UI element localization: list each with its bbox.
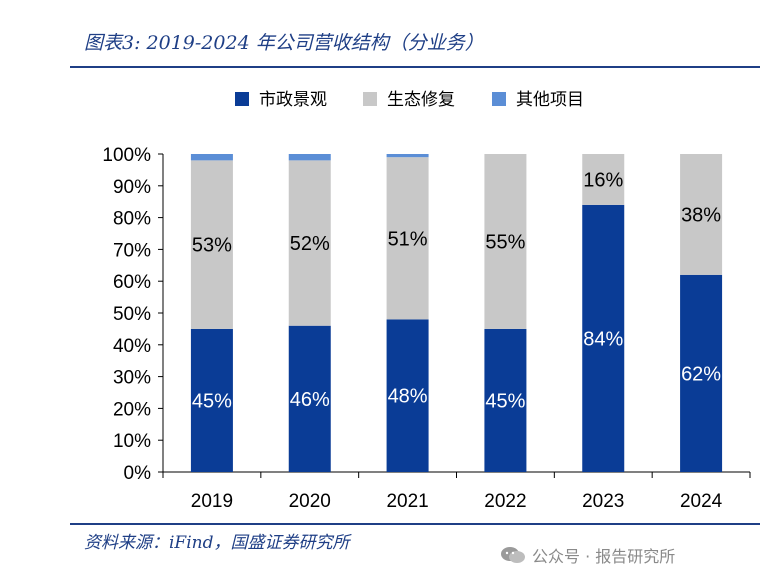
y-tick-label: 0% xyxy=(124,463,152,484)
bar-2020-series-3 xyxy=(288,154,331,161)
bar-2024-series-2 xyxy=(680,154,723,275)
y-tick-label: 90% xyxy=(113,177,151,198)
legend-label-3: 其他项目 xyxy=(516,90,584,110)
x-tick-label: 2022 xyxy=(484,491,526,512)
bar-2024-series-1 xyxy=(680,274,723,472)
bar-2021-series-2 xyxy=(386,157,429,320)
data-label-2022-series-2: 55% xyxy=(485,231,525,253)
data-label-2023-series-2: 16% xyxy=(583,169,623,191)
data-label-2020-series-1: 46% xyxy=(290,389,330,411)
bar-2021-series-1 xyxy=(386,319,429,472)
data-label-2024-series-2: 38% xyxy=(681,204,721,226)
bar-2019-series-3 xyxy=(190,154,233,161)
bar-2021-series-3 xyxy=(386,154,429,158)
bar-2020-series-1 xyxy=(288,325,331,472)
watermark: 公众号 · 报告研究所 xyxy=(500,540,675,570)
chart-title: 图表3: 2019-2024 年公司营收结构（分业务） xyxy=(84,32,484,54)
title-divider xyxy=(70,66,760,68)
data-label-2020-series-2: 52% xyxy=(290,233,330,255)
data-label-2021-series-2: 51% xyxy=(388,228,428,250)
y-tick-label: 50% xyxy=(113,304,151,325)
source-note: 资料来源：iFind，国盛证券研究所 xyxy=(84,533,350,553)
y-tick-label: 60% xyxy=(113,272,151,293)
legend-label-2: 生态修复 xyxy=(387,90,455,110)
data-label-2019-series-1: 45% xyxy=(192,390,232,412)
y-tick-label: 100% xyxy=(102,145,151,166)
data-label-2024-series-1: 62% xyxy=(681,363,721,385)
x-tick-label: 2024 xyxy=(680,491,723,512)
bar-2022-series-1 xyxy=(484,328,527,472)
y-tick-label: 30% xyxy=(113,368,151,389)
data-label-2022-series-1: 45% xyxy=(485,390,525,412)
watermark-text: 公众号 · 报告研究所 xyxy=(532,547,676,566)
y-tick-label: 40% xyxy=(113,336,151,357)
bar-2020-series-2 xyxy=(288,160,331,326)
legend-swatch-3 xyxy=(492,92,506,106)
legend-label-1: 市政景观 xyxy=(259,90,327,110)
x-tick-label: 2019 xyxy=(191,491,233,512)
bar-2019-series-1 xyxy=(190,328,233,472)
bar-2023-series-1 xyxy=(582,204,625,472)
y-tick-label: 10% xyxy=(113,431,151,452)
bar-2019-series-2 xyxy=(190,160,233,329)
source-divider xyxy=(70,523,760,525)
wechat-icon xyxy=(501,547,525,563)
x-tick-label: 2020 xyxy=(289,491,331,512)
y-tick-label: 20% xyxy=(113,399,151,420)
data-label-2021-series-1: 48% xyxy=(388,386,428,408)
y-tick-label: 80% xyxy=(113,209,151,230)
legend-swatch-1 xyxy=(235,92,249,106)
x-tick-label: 2023 xyxy=(582,491,624,512)
data-label-2019-series-2: 53% xyxy=(192,235,232,257)
legend-swatch-2 xyxy=(363,92,377,106)
y-tick-label: 70% xyxy=(113,240,151,261)
bar-2022-series-2 xyxy=(484,154,527,329)
x-tick-label: 2021 xyxy=(386,491,428,512)
data-label-2023-series-1: 84% xyxy=(583,328,623,350)
bar-2023-series-2 xyxy=(582,154,625,205)
